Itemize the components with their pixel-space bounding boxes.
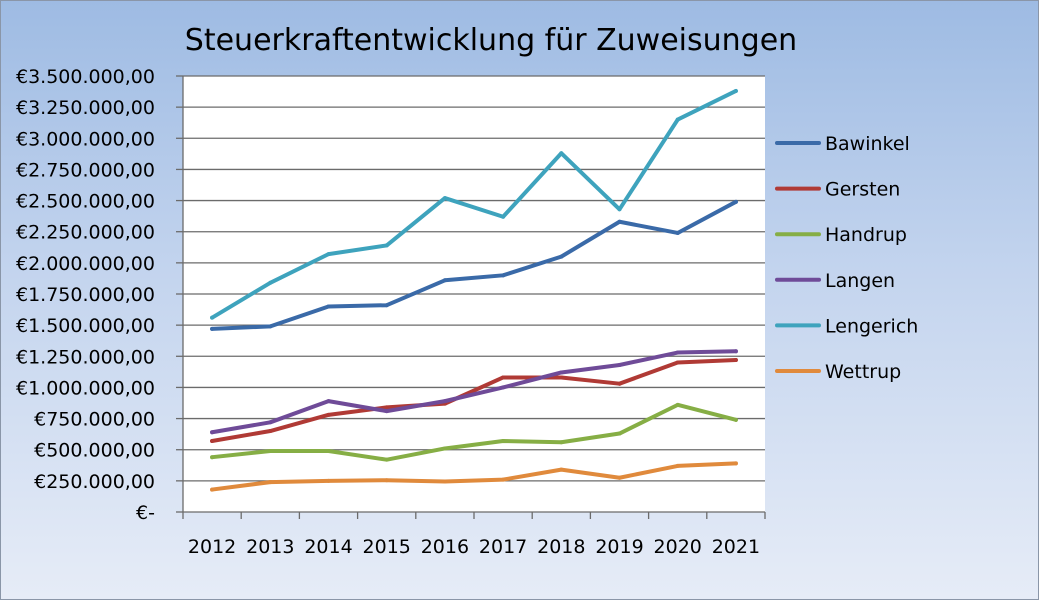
y-tick-label: €-: [136, 502, 155, 524]
data-point-wettrup: [675, 463, 680, 468]
y-tick-label: €1.750.000,00: [16, 284, 155, 306]
data-point-langen: [326, 399, 331, 404]
data-point-wettrup: [501, 477, 506, 482]
y-tick-label: €1.000.000,00: [16, 377, 155, 399]
data-point-bawinkel: [617, 219, 622, 224]
data-point-handrup: [501, 438, 506, 443]
data-point-bawinkel: [326, 304, 331, 309]
data-point-langen: [559, 370, 564, 375]
data-point-wettrup: [384, 478, 389, 483]
legend-label-gersten: Gersten: [825, 179, 900, 201]
data-point-bawinkel: [442, 278, 447, 283]
y-tick-label: €2.250.000,00: [16, 222, 155, 244]
data-point-wettrup: [442, 479, 447, 484]
data-point-langen: [501, 385, 506, 390]
data-point-bawinkel: [501, 273, 506, 278]
series-line-handrup: [210, 402, 738, 462]
x-tick-label: 2018: [537, 536, 585, 558]
y-tick-label: €3.000.000,00: [16, 128, 155, 150]
data-point-handrup: [384, 457, 389, 462]
series-line-wettrup: [210, 461, 738, 492]
y-tick-label: €1.250.000,00: [16, 346, 155, 368]
x-tick-label: 2017: [479, 536, 527, 558]
data-point-lengerich: [442, 196, 447, 201]
series-line-langen: [210, 349, 738, 435]
data-point-lengerich: [384, 243, 389, 248]
data-point-handrup: [210, 455, 215, 460]
data-point-lengerich: [617, 207, 622, 212]
x-tick-label: 2015: [363, 536, 411, 558]
y-tick-label: €2.500.000,00: [16, 191, 155, 213]
data-point-langen: [384, 409, 389, 414]
y-tick-label: €250.000,00: [34, 471, 155, 493]
chart-title: Steuerkraftentwicklung für Zuweisungen: [185, 23, 797, 58]
x-tick-label: 2016: [421, 536, 469, 558]
data-point-langen: [210, 430, 215, 435]
legend-label-bawinkel: Bawinkel: [825, 133, 910, 155]
data-point-bawinkel: [384, 303, 389, 308]
y-tick-label: €1.500.000,00: [16, 315, 155, 337]
data-point-gersten: [326, 412, 331, 417]
legend-label-wettrup: Wettrup: [825, 361, 901, 383]
data-point-wettrup: [326, 478, 331, 483]
x-tick-label: 2019: [595, 536, 643, 558]
data-point-bawinkel: [733, 199, 738, 204]
y-tick-label: €500.000,00: [34, 440, 155, 462]
series-line-bawinkel: [210, 199, 738, 331]
data-point-lengerich: [733, 88, 738, 93]
data-point-handrup: [617, 431, 622, 436]
data-point-langen: [268, 420, 273, 425]
legend-label-langen: Langen: [825, 270, 895, 292]
x-tick-label: 2013: [246, 536, 294, 558]
x-tick-label: 2012: [188, 536, 236, 558]
data-point-wettrup: [210, 487, 215, 492]
data-point-handrup: [442, 446, 447, 451]
data-point-handrup: [268, 448, 273, 453]
data-point-handrup: [733, 417, 738, 422]
data-point-langen: [733, 349, 738, 354]
data-point-wettrup: [617, 475, 622, 480]
data-point-gersten: [210, 438, 215, 443]
data-point-gersten: [384, 405, 389, 410]
data-point-handrup: [559, 440, 564, 445]
data-point-wettrup: [268, 480, 273, 485]
series-line-lengerich: [210, 88, 738, 320]
y-tick-label: €750.000,00: [34, 409, 155, 431]
x-tick-label: 2014: [304, 536, 352, 558]
data-point-bawinkel: [210, 326, 215, 331]
data-point-wettrup: [559, 467, 564, 472]
series-line-gersten: [210, 358, 738, 443]
data-point-lengerich: [326, 252, 331, 257]
data-point-langen: [675, 350, 680, 355]
y-tick-label: €3.500.000,00: [16, 66, 155, 88]
y-tick-label: €2.000.000,00: [16, 253, 155, 275]
y-tick-label: €3.250.000,00: [16, 97, 155, 119]
data-point-bawinkel: [268, 324, 273, 329]
data-point-langen: [617, 363, 622, 368]
data-point-lengerich: [559, 151, 564, 156]
legend-label-lengerich: Lengerich: [825, 315, 918, 337]
data-point-lengerich: [501, 214, 506, 219]
data-point-wettrup: [733, 461, 738, 466]
data-point-handrup: [326, 448, 331, 453]
data-point-gersten: [559, 375, 564, 380]
data-point-lengerich: [268, 280, 273, 285]
data-point-gersten: [675, 360, 680, 365]
data-point-gersten: [617, 381, 622, 386]
data-point-bawinkel: [559, 254, 564, 259]
data-point-gersten: [268, 429, 273, 434]
x-tick-label: 2020: [654, 536, 702, 558]
data-point-langen: [442, 399, 447, 404]
data-point-bawinkel: [675, 230, 680, 235]
data-point-gersten: [501, 375, 506, 380]
x-tick-label: 2021: [712, 536, 760, 558]
y-tick-label: €2.750.000,00: [16, 159, 155, 181]
data-point-lengerich: [210, 315, 215, 320]
data-point-gersten: [733, 358, 738, 363]
legend-label-handrup: Handrup: [825, 224, 907, 246]
data-point-handrup: [675, 402, 680, 407]
data-point-lengerich: [675, 117, 680, 122]
